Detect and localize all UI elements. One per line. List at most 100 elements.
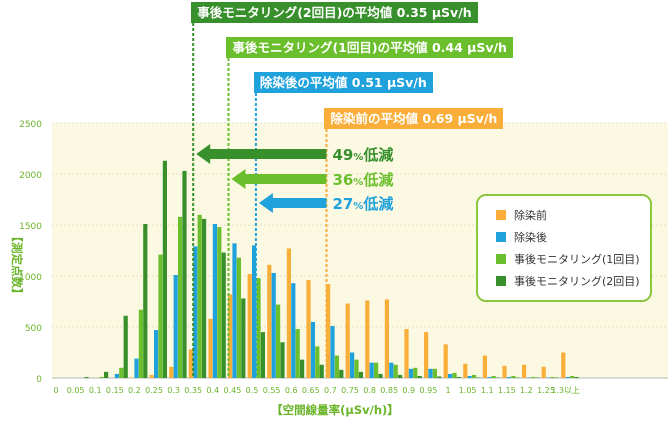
bar-after bbox=[193, 246, 198, 378]
bar-monitor1 bbox=[334, 355, 339, 378]
bar-before bbox=[384, 299, 389, 378]
bar-monitor1 bbox=[315, 346, 320, 378]
y-tick-label: 1500 bbox=[19, 222, 42, 232]
bar-before bbox=[286, 248, 291, 378]
monitor2-average-label: 事後モニタリング(2回目)の平均値 0.35 μSv/h bbox=[191, 2, 478, 23]
x-tick-label: 0.05 bbox=[67, 386, 85, 395]
reduction-text: 低減 bbox=[363, 146, 394, 164]
bar-monitor1 bbox=[570, 375, 575, 378]
x-tick-label: 1.15 bbox=[498, 386, 516, 395]
bar-after bbox=[114, 373, 119, 378]
arrow-head-after bbox=[258, 193, 273, 213]
bar-before bbox=[169, 366, 174, 378]
bar-before bbox=[326, 284, 331, 378]
arrow-shaft-monitor2 bbox=[208, 149, 327, 159]
x-tick-label: 0 bbox=[53, 386, 58, 395]
y-tick-label: 1000 bbox=[19, 273, 42, 283]
bar-monitor1 bbox=[236, 257, 241, 378]
legend-label-before: 除染前 bbox=[514, 209, 547, 222]
bar-monitor1 bbox=[432, 368, 437, 378]
bar-monitor2 bbox=[202, 218, 207, 378]
bars bbox=[84, 160, 579, 378]
bar-monitor1 bbox=[530, 376, 535, 378]
bar-monitor1 bbox=[393, 364, 398, 378]
x-axis-label: 【空間線量率(μSv/h)】 bbox=[271, 403, 399, 417]
reduction-unit: % bbox=[353, 152, 364, 163]
bar-before bbox=[149, 374, 154, 378]
bar-after bbox=[154, 330, 159, 378]
bar-monitor2 bbox=[574, 376, 579, 378]
bar-before bbox=[561, 352, 566, 378]
bar-monitor1 bbox=[178, 216, 183, 378]
bar-after bbox=[173, 274, 178, 378]
bar-monitor1 bbox=[295, 329, 300, 378]
arrow-shaft-monitor1 bbox=[243, 174, 327, 184]
y-tick-label: 2500 bbox=[19, 120, 42, 130]
bar-after bbox=[310, 321, 315, 378]
bar-monitor1 bbox=[413, 367, 418, 378]
legend-swatch-after bbox=[496, 232, 506, 242]
reduction-27-label: 27%低減 bbox=[332, 193, 393, 214]
reduction-value: 36 bbox=[332, 171, 354, 189]
x-tick-label: 0.3 bbox=[167, 386, 180, 395]
monitor1-average-label: 事後モニタリング(1回目)の平均値 0.44 μSv/h bbox=[226, 37, 513, 58]
bar-monitor1 bbox=[511, 375, 516, 378]
bar-monitor1 bbox=[491, 375, 496, 378]
average-lines bbox=[192, 23, 328, 378]
reduction-unit: % bbox=[353, 177, 364, 188]
bar-before bbox=[267, 264, 272, 378]
bar-monitor1 bbox=[158, 254, 163, 378]
x-tick-label: 0.65 bbox=[302, 386, 320, 395]
bar-before bbox=[443, 344, 448, 378]
bar-before bbox=[404, 329, 409, 378]
bar-monitor1 bbox=[354, 359, 359, 378]
bar-monitor2 bbox=[554, 377, 559, 378]
bar-after bbox=[232, 243, 237, 378]
bar-monitor1 bbox=[452, 372, 457, 378]
bar-after bbox=[428, 368, 433, 378]
bar-after bbox=[134, 358, 139, 378]
bar-after bbox=[212, 223, 217, 378]
bar-monitor2 bbox=[437, 376, 442, 378]
bar-monitor2 bbox=[378, 373, 383, 378]
x-tick-label: 0.55 bbox=[263, 386, 281, 395]
x-tick-label: 0.25 bbox=[145, 386, 163, 395]
legend-label-monitor1: 事後モニタリング(1回目) bbox=[514, 253, 640, 266]
bar-before bbox=[365, 300, 370, 378]
before-average-label: 除染前の平均値 0.69 μSv/h bbox=[324, 108, 504, 129]
legend-label-monitor2: 事後モニタリング(2回目) bbox=[514, 275, 640, 288]
legend-item-monitor1: 事後モニタリング(1回目) bbox=[496, 252, 640, 268]
bar-before bbox=[208, 318, 213, 378]
reduction-unit: % bbox=[353, 201, 364, 212]
x-tick-label: 0.85 bbox=[380, 386, 398, 395]
bar-monitor2 bbox=[339, 369, 344, 378]
bar-after bbox=[565, 376, 570, 378]
bar-monitor2 bbox=[280, 342, 285, 378]
y-tick-label: 2000 bbox=[19, 171, 42, 181]
reduction-value: 49 bbox=[332, 146, 354, 164]
bar-after bbox=[506, 376, 511, 378]
bar-monitor1 bbox=[119, 367, 124, 378]
bar-before bbox=[345, 303, 350, 378]
reduction-text: 低減 bbox=[363, 195, 394, 213]
bar-after bbox=[487, 376, 492, 378]
legend-item-after: 除染後 bbox=[496, 230, 547, 246]
legend-label-after: 除染後 bbox=[514, 231, 547, 244]
legend: 除染前 除染後 事後モニタリング(1回目) 事後モニタリング(2回目) bbox=[476, 194, 652, 302]
bar-before bbox=[502, 365, 507, 378]
bar-before bbox=[522, 364, 527, 378]
bar-before bbox=[424, 332, 429, 378]
x-tick-label: 0.8 bbox=[363, 386, 376, 395]
bar-monitor1 bbox=[472, 374, 477, 378]
bar-before bbox=[482, 355, 487, 378]
bar-before bbox=[247, 273, 252, 378]
bar-after bbox=[350, 352, 355, 378]
bar-monitor1 bbox=[197, 214, 202, 378]
x-tick-label: 0.75 bbox=[341, 386, 359, 395]
bar-monitor2 bbox=[300, 359, 305, 378]
bar-before bbox=[228, 294, 233, 378]
reduction-36-label: 36%低減 bbox=[332, 169, 393, 190]
arrow-head-monitor2 bbox=[196, 144, 211, 164]
bar-monitor2 bbox=[104, 371, 109, 378]
y-tick-labels: 0 500 1000 1500 2000 2500 bbox=[19, 120, 42, 385]
